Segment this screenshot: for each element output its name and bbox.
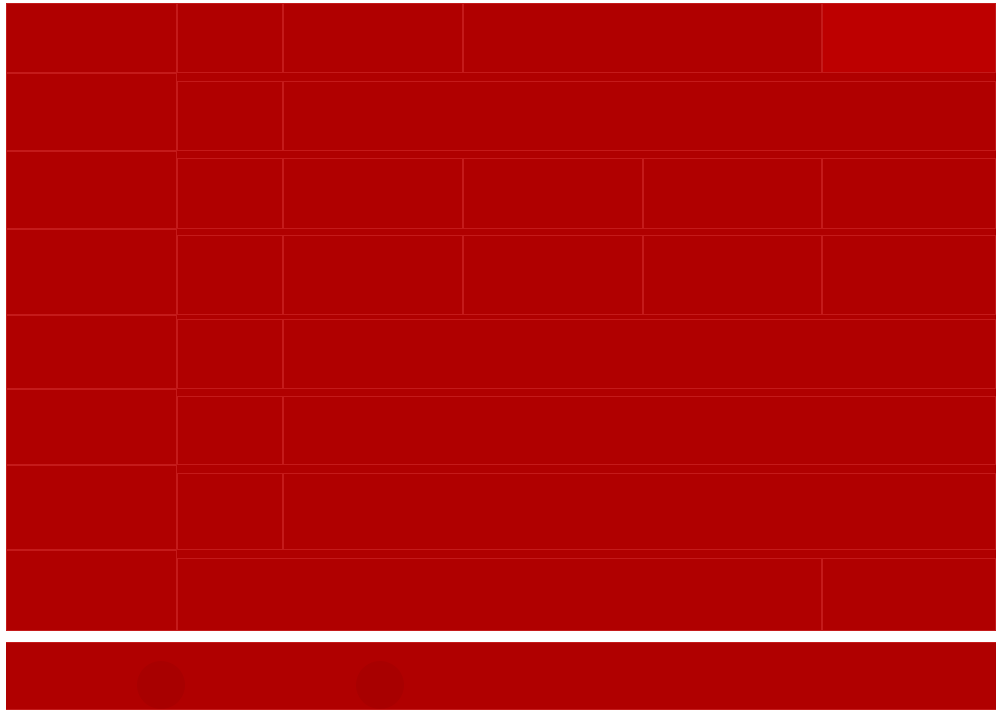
bottom-toolbar [6,642,996,710]
grid-cell-wide [283,319,996,389]
grid-cell [283,3,463,73]
grid-cell-action[interactable] [283,158,463,229]
grid-cell [6,3,177,73]
grid-cell [177,3,283,73]
row-header-cell [6,151,177,229]
grid-cell-action[interactable] [463,235,643,315]
grid-cell [177,473,283,550]
row-header-cell [6,315,177,389]
grid-cell-action[interactable] [177,235,283,315]
grid-cell-action[interactable] [822,158,996,229]
grid-cell-wide [283,396,996,465]
grid-cell [463,3,822,73]
row-header-cell [6,465,177,550]
red-grid-panel [6,3,996,631]
round-button-right[interactable] [356,661,404,709]
grid-cell-action[interactable] [822,235,996,315]
grid-cell-wide [177,558,822,631]
grid-cell-wide [283,473,996,550]
grid-cell-action[interactable] [822,3,996,73]
grid-cell-action[interactable] [822,558,996,631]
grid-cell-action[interactable] [463,158,643,229]
grid-cell-action[interactable] [177,319,283,389]
round-button-left[interactable] [137,661,185,709]
grid-cell-action[interactable] [643,235,822,315]
row-header-cell [6,229,177,315]
grid-cell-action[interactable] [643,158,822,229]
grid-cell-action[interactable] [283,235,463,315]
row-header-cell [6,389,177,465]
grid-cell-wide [283,81,996,151]
row-header-cell [6,550,177,631]
row-header-cell [6,73,177,151]
grid-cell [177,396,283,465]
grid-cell-action[interactable] [177,81,283,151]
grid-cell-action[interactable] [177,158,283,229]
